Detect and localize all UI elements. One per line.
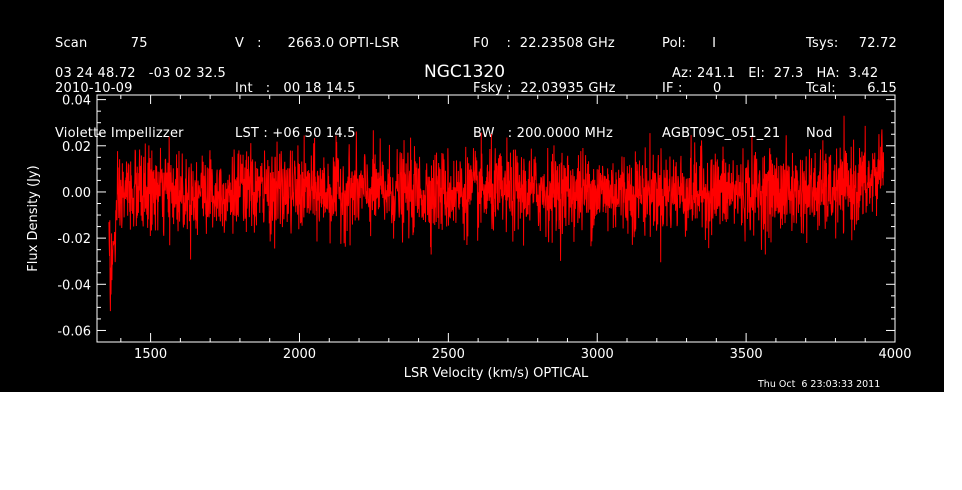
y-axis-label: Flux Density (Jy) — [26, 165, 41, 271]
chart-title: NGC1320 — [424, 62, 506, 82]
x-tick-label: 1500 — [134, 347, 167, 362]
x-tick-label: 2000 — [283, 347, 316, 362]
header-col5: Tsys: Tcal: Nod — [806, 6, 838, 171]
tsys-value: 72.72 — [858, 36, 897, 51]
plot-area: Scan 75 2010-10-09 Violette Impellizzer … — [0, 0, 944, 392]
plot-frame — [96, 94, 896, 343]
x-tick-label: 2500 — [432, 347, 465, 362]
header-col2: V : 2663.0 OPTI-LSR Int : 00 18 14.5 LST… — [235, 6, 399, 171]
date-label: 2010-10-09 — [55, 81, 133, 96]
velocity-label: V : 2663.0 OPTI-LSR — [235, 36, 400, 51]
if-label: IF : 0 — [662, 81, 722, 96]
header-col6: 72.72 6.15 — [850, 6, 897, 156]
y-tick-label: -0.04 — [57, 278, 91, 293]
pol-label: Pol: I — [662, 36, 717, 51]
y-tick-label: -0.06 — [57, 324, 91, 339]
x-axis-label: LSR Velocity (km/s) OPTICAL — [404, 366, 589, 381]
scan-label: Scan 75 — [55, 36, 148, 51]
integration-label: Int : 00 18 14.5 — [235, 81, 356, 96]
tcal-value: 6.15 — [867, 81, 897, 96]
tsys-label: Tsys: — [806, 36, 839, 51]
az-el-ha-label: Az: 241.1 El: 27.3 HA: 3.42 — [672, 66, 879, 81]
y-tick-label: -0.02 — [57, 232, 91, 247]
coordinates-label: 03 24 48.72 -03 02 32.5 — [55, 66, 226, 81]
spectrum-chart: 1500 2000 2500 3000 3500 4000 -0.06 -0.04 -0.02 0… — [26, 94, 912, 381]
x-tick-label: 4000 — [878, 347, 911, 362]
spectrum-series-line — [108, 115, 885, 312]
f0-label: F0 : 22.23508 GHz — [473, 36, 615, 51]
procedure-label: Nod — [806, 126, 833, 141]
bandwidth-label: BW : 200.0000 MHz — [473, 126, 613, 141]
x-tick-label: 3000 — [581, 347, 614, 362]
lst-label: LST : +06 50 14.5 — [235, 126, 356, 141]
y-tick-label: 0.02 — [62, 140, 91, 155]
header-col1: Scan 75 2010-10-09 Violette Impellizzer — [55, 6, 184, 171]
y-tick-label: 0.04 — [62, 94, 91, 109]
x-tick-label: 3500 — [730, 347, 763, 362]
y-tick-label: 0.00 — [62, 186, 91, 201]
timestamp-label: Thu Oct 6 23:03:33 2011 — [758, 379, 881, 390]
tcal-label: Tcal: — [806, 81, 836, 96]
fsky-label: Fsky : 22.03935 GHz — [473, 81, 616, 96]
observer-label: Violette Impellizzer — [55, 126, 184, 141]
header-col3: F0 : 22.23508 GHz Fsky : 22.03935 GHz BW… — [473, 6, 616, 171]
